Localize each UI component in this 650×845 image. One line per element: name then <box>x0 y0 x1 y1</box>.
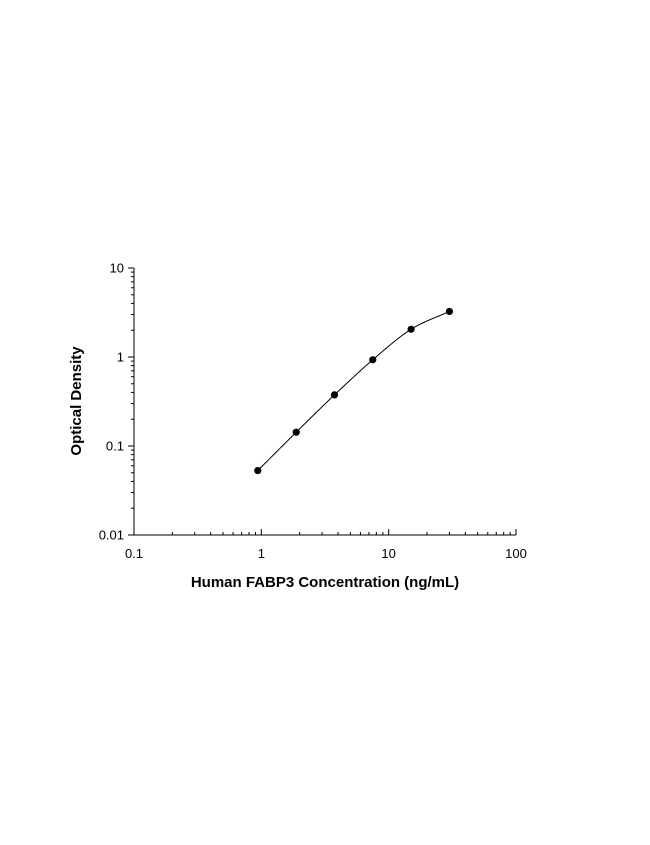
y-axis-title: Optical Density <box>68 346 85 456</box>
y-tick-label: 1 <box>117 350 124 365</box>
y-tick-label: 0.1 <box>106 439 124 454</box>
data-point <box>369 356 377 364</box>
y-tick-label: 10 <box>110 261 124 276</box>
data-points <box>254 307 454 475</box>
x-tick-label: 10 <box>381 546 395 561</box>
y-tick-label: 0.01 <box>99 528 124 543</box>
data-point <box>330 391 339 399</box>
tick-marks <box>128 267 517 536</box>
x-tick-label: 100 <box>505 546 527 561</box>
fit-curve-layer <box>257 310 450 471</box>
data-point <box>445 307 454 316</box>
data-point <box>407 325 415 333</box>
axes <box>133 268 516 536</box>
fit-curve <box>257 310 450 471</box>
x-tick-label: 1 <box>258 546 265 561</box>
data-point <box>254 466 262 475</box>
data-point <box>292 428 300 436</box>
x-axis-title: Human FABP3 Concentration (ng/mL) <box>191 574 459 591</box>
x-tick-label: 0.1 <box>125 546 143 561</box>
